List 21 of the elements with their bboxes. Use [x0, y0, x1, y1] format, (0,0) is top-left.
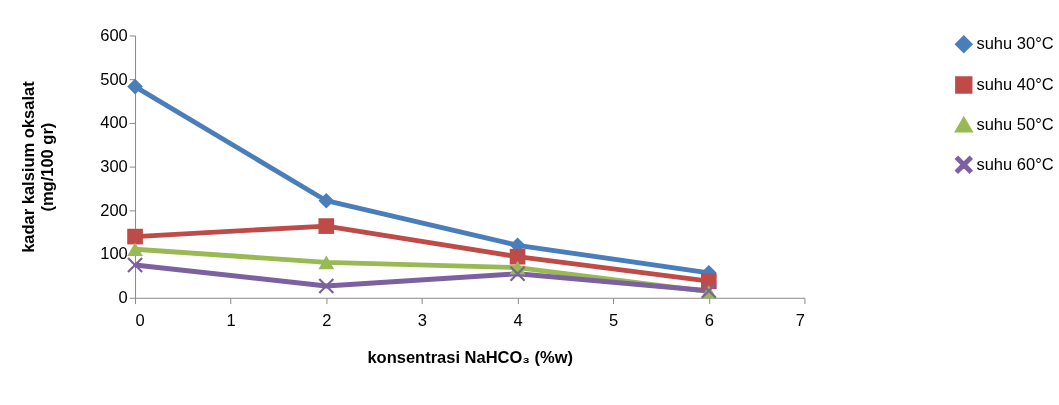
- y-tick-label: 500: [100, 69, 128, 88]
- x-tick-label: 0: [135, 311, 145, 330]
- legend-label: suhu 60°C: [976, 154, 1054, 173]
- y-tick-label: 0: [118, 288, 128, 307]
- x-axis-title: konsentrasi NaHCO₃ (%w): [367, 348, 574, 367]
- x-tick-label: 7: [795, 311, 805, 330]
- y-tick-label: 200: [100, 200, 128, 219]
- x-tick-label: 6: [704, 311, 714, 330]
- x-tick-label: 3: [417, 311, 428, 330]
- x-tick-label: 2: [322, 311, 332, 330]
- x-tick-label: 5: [609, 311, 619, 330]
- legend-label: suhu 40°C: [976, 74, 1054, 93]
- y-tick-label: 600: [100, 25, 128, 44]
- y-axis-title: kadar kalsium oksalat (mg/100 gr): [19, 80, 56, 253]
- legend-label: suhu 50°C: [976, 114, 1054, 133]
- y-tick-label: 400: [100, 113, 128, 132]
- x-tick-label: 4: [513, 311, 523, 330]
- y-tick-label: 300: [100, 156, 128, 175]
- legend-label: suhu 30°C: [976, 34, 1054, 53]
- y-tick-label: 100: [100, 244, 128, 263]
- x-tick-label: 1: [226, 311, 236, 330]
